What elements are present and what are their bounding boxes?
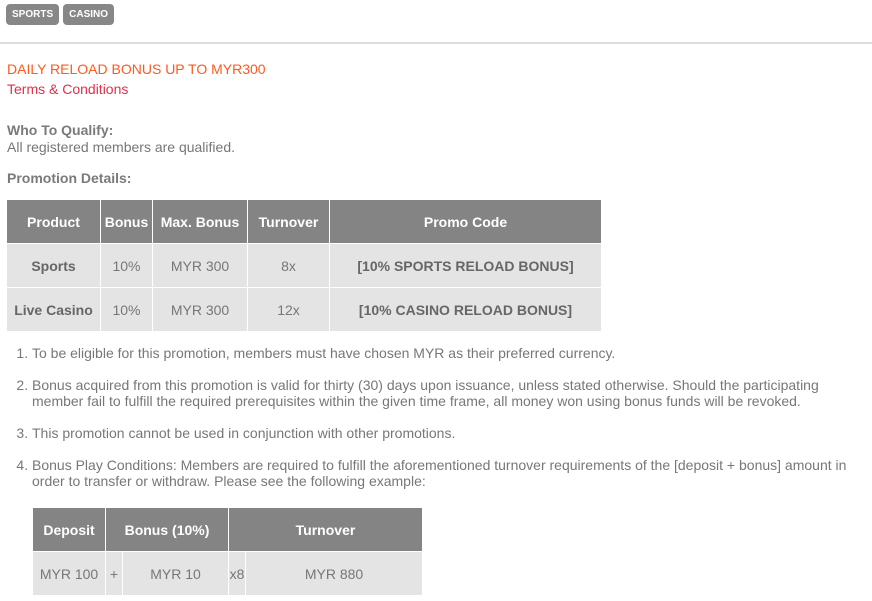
promo-title: DAILY RELOAD BONUS UP TO MYR300: [7, 61, 266, 77]
cell: MYR 880: [245, 551, 423, 596]
cell: MYR 300: [152, 287, 248, 332]
cell: x8: [228, 551, 246, 596]
header-cell: Deposit: [32, 507, 106, 552]
table-header-row: Deposit Bonus (10%) Turnover: [32, 507, 423, 552]
terms-link[interactable]: Terms & Conditions: [7, 81, 129, 97]
table-row: Sports 10% MYR 300 8x [10% SPORTS RELOAD…: [6, 243, 602, 288]
cell: +: [105, 551, 123, 596]
header-cell: Bonus: [100, 199, 153, 244]
terms-list: To be eligible for this promotion, membe…: [32, 345, 862, 505]
qualify-text: All registered members are qualified.: [7, 139, 235, 155]
header-cell: Bonus (10%): [105, 507, 229, 552]
promo-table: Product Bonus Max. Bonus Turnover Promo …: [6, 199, 602, 332]
table-header-row: Product Bonus Max. Bonus Turnover Promo …: [6, 199, 602, 244]
category-tabs: SPORTS CASINO: [6, 4, 115, 25]
cell: [10% CASINO RELOAD BONUS]: [329, 287, 602, 332]
cell: MYR 100: [32, 551, 106, 596]
header-cell: Turnover: [247, 199, 330, 244]
header-cell: Turnover: [228, 507, 423, 552]
tab-sports[interactable]: SPORTS: [6, 4, 60, 25]
list-item: This promotion cannot be used in conjunc…: [32, 425, 862, 441]
example-table: Deposit Bonus (10%) Turnover MYR 100 + M…: [32, 507, 423, 596]
details-label: Promotion Details:: [7, 170, 132, 186]
header-cell: Product: [6, 199, 101, 244]
table-row: MYR 100 + MYR 10 x8 MYR 880: [32, 551, 423, 596]
divider: [0, 42, 872, 44]
table-row: Live Casino 10% MYR 300 12x [10% CASINO …: [6, 287, 602, 332]
cell: MYR 300: [152, 243, 248, 288]
list-item: Bonus acquired from this promotion is va…: [32, 377, 862, 409]
cell: 10%: [100, 243, 153, 288]
cell: [10% SPORTS RELOAD BONUS]: [329, 243, 602, 288]
cell: 10%: [100, 287, 153, 332]
cell: Sports: [6, 243, 101, 288]
list-item: Bonus Play Conditions: Members are requi…: [32, 457, 862, 489]
header-cell: Promo Code: [329, 199, 602, 244]
qualify-label: Who To Qualify:: [7, 122, 114, 138]
cell: MYR 10: [122, 551, 229, 596]
cell: Live Casino: [6, 287, 101, 332]
list-item: To be eligible for this promotion, membe…: [32, 345, 862, 361]
header-cell: Max. Bonus: [152, 199, 248, 244]
cell: 8x: [247, 243, 330, 288]
cell: 12x: [247, 287, 330, 332]
tab-casino[interactable]: CASINO: [63, 4, 115, 25]
